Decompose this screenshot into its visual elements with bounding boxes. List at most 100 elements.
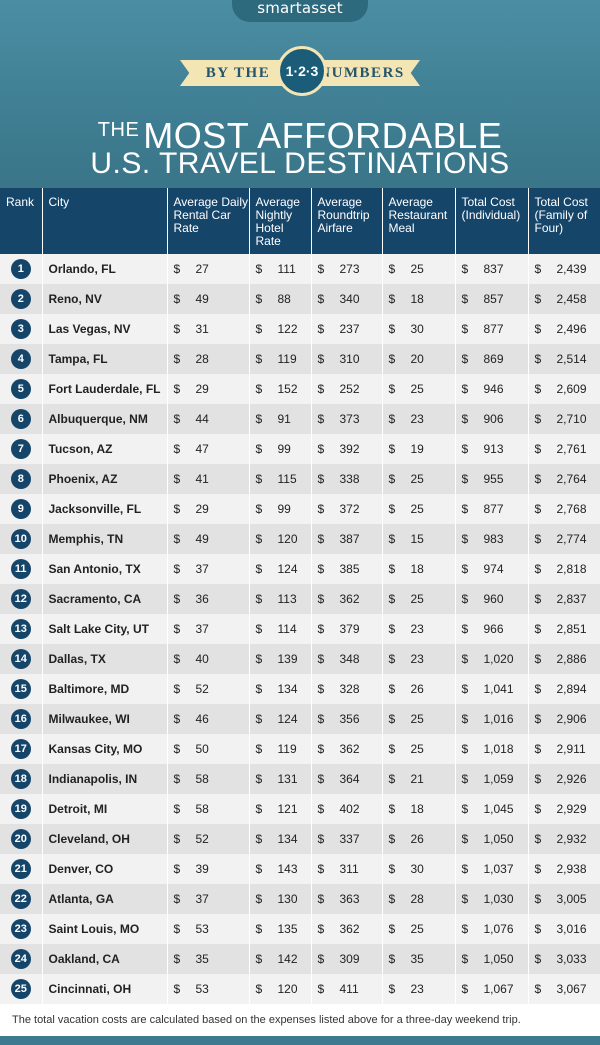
rank-cell: 12 — [0, 584, 43, 614]
ind-cell: $966 — [455, 614, 529, 644]
meal-cell: $25 — [382, 704, 456, 734]
currency-symbol: $ — [534, 442, 542, 456]
currency-symbol: $ — [534, 772, 542, 786]
currency-symbol: $ — [388, 262, 396, 276]
fam-cell: $2,768 — [528, 494, 600, 524]
city-cell: Kansas City, MO — [42, 734, 168, 764]
city-cell: Milwaukee, WI — [42, 704, 168, 734]
fam-cell: $3,067 — [528, 974, 600, 1004]
cell-value: 131 — [277, 772, 298, 786]
cell-value: 2,929 — [556, 802, 587, 816]
table-row: 5 Fort Lauderdale, FL $29 $152 $252 $25 $946 $2… — [0, 374, 600, 404]
cell-value: 52 — [195, 682, 209, 696]
cell-value: 47 — [195, 442, 209, 456]
cell-value: 124 — [277, 712, 298, 726]
currency-symbol: $ — [317, 352, 325, 366]
rank-badge: 9 — [10, 499, 31, 519]
rank-badge: 24 — [10, 949, 31, 969]
air-cell: $273 — [311, 254, 383, 284]
rank-cell: 23 — [0, 914, 43, 944]
cell-value: 3,016 — [556, 922, 587, 936]
currency-symbol: $ — [388, 472, 396, 486]
currency-symbol: $ — [173, 922, 181, 936]
cell-value: 2,938 — [556, 862, 587, 876]
cell-value: 2,932 — [556, 832, 587, 846]
cell-value: 402 — [339, 802, 360, 816]
currency-symbol: $ — [173, 622, 181, 636]
ind-cell: $877 — [455, 494, 529, 524]
cell-value: 28 — [410, 892, 424, 906]
currency-symbol: $ — [317, 532, 325, 546]
car-cell: $37 — [167, 554, 250, 584]
table-row: 2 Reno, NV $49 $88 $340 $18 $857 $2,458 — [0, 284, 600, 314]
cell-value: 18 — [410, 562, 424, 576]
air-cell: $411 — [311, 974, 383, 1004]
currency-symbol: $ — [255, 682, 263, 696]
city-cell: Cincinnati, OH — [42, 974, 168, 1004]
rank-badge: 2 — [10, 289, 31, 309]
cell-value: 23 — [410, 652, 424, 666]
ind-cell: $1,016 — [455, 704, 529, 734]
table-row: 9 Jacksonville, FL $29 $99 $372 $25 $877 $2,768 — [0, 494, 600, 524]
cell-value: 2,851 — [556, 622, 587, 636]
currency-symbol: $ — [255, 382, 263, 396]
smartasset-logo[interactable]: smartasset — [232, 0, 368, 22]
rank-cell: 18 — [0, 764, 43, 794]
car-cell: $27 — [167, 254, 250, 284]
currency-symbol: $ — [317, 442, 325, 456]
car-cell: $29 — [167, 494, 250, 524]
meal-cell: $25 — [382, 734, 456, 764]
currency-symbol: $ — [173, 652, 181, 666]
cell-value: 39 — [195, 862, 209, 876]
currency-symbol: $ — [255, 712, 263, 726]
currency-symbol: $ — [388, 352, 396, 366]
table-row: 1 Orlando, FL $27 $111 $273 $25 $837 $2,439 — [0, 254, 600, 284]
city-cell: Las Vegas, NV — [42, 314, 168, 344]
air-cell: $362 — [311, 734, 383, 764]
currency-symbol: $ — [255, 532, 263, 546]
currency-symbol: $ — [461, 592, 469, 606]
cell-value: 362 — [339, 742, 360, 756]
air-cell: $356 — [311, 704, 383, 734]
cell-value: 37 — [195, 892, 209, 906]
cell-value: 960 — [483, 592, 504, 606]
cell-value: 372 — [339, 502, 360, 516]
cell-value: 119 — [277, 352, 297, 366]
currency-symbol: $ — [255, 322, 263, 336]
cell-value: 857 — [483, 292, 504, 306]
cell-value: 2,609 — [556, 382, 587, 396]
currency-symbol: $ — [461, 622, 469, 636]
currency-symbol: $ — [317, 742, 325, 756]
air-cell: $392 — [311, 434, 383, 464]
rank-cell: 24 — [0, 944, 43, 974]
cell-value: 142 — [277, 952, 298, 966]
cell-value: 52 — [195, 832, 209, 846]
cell-value: 328 — [339, 682, 360, 696]
currency-symbol: $ — [317, 952, 325, 966]
rank-cell: 15 — [0, 674, 43, 704]
cell-value: 50 — [195, 742, 209, 756]
column-header: Average Restaurant Meal — [382, 188, 456, 254]
meal-cell: $35 — [382, 944, 456, 974]
currency-symbol: $ — [173, 262, 181, 276]
currency-symbol: $ — [317, 832, 325, 846]
currency-symbol: $ — [534, 832, 542, 846]
car-cell: $53 — [167, 914, 250, 944]
ind-cell: $1,037 — [455, 854, 529, 884]
cell-value: 26 — [410, 682, 424, 696]
currency-symbol: $ — [173, 862, 181, 876]
meal-cell: $28 — [382, 884, 456, 914]
numbers-badge: 1·2·3 — [277, 46, 327, 96]
cell-value: 25 — [410, 382, 424, 396]
fam-cell: $2,609 — [528, 374, 600, 404]
rank-badge: 5 — [10, 379, 31, 399]
cell-value: 1,030 — [483, 892, 514, 906]
cell-value: 3,005 — [556, 892, 587, 906]
currency-symbol: $ — [534, 892, 542, 906]
rank-badge: 3 — [10, 319, 31, 339]
rank-cell: 25 — [0, 974, 43, 1004]
currency-symbol: $ — [173, 802, 181, 816]
cell-value: 877 — [483, 502, 504, 516]
cell-value: 364 — [339, 772, 360, 786]
currency-symbol: $ — [388, 742, 396, 756]
